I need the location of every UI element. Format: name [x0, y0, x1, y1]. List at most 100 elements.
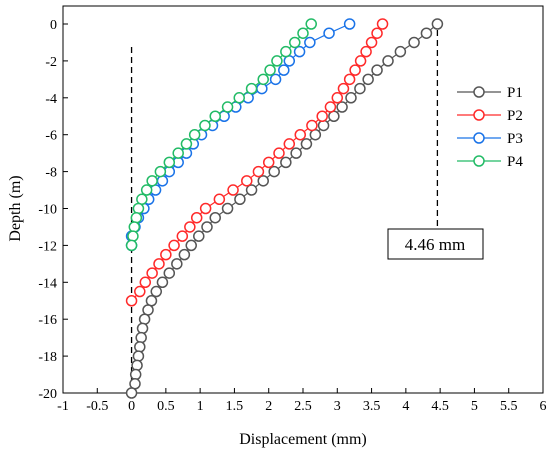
data-point: [245, 184, 258, 196]
data-point: [354, 55, 367, 67]
data-point: [336, 101, 348, 113]
legend-item-p2: P2: [457, 108, 523, 124]
data-point: [127, 230, 139, 242]
y-tick-label: -8: [45, 166, 57, 181]
data-point: [431, 18, 444, 30]
legend-marker: [473, 132, 485, 144]
data-point: [131, 359, 143, 372]
legend-marker: [473, 109, 485, 121]
data-point: [365, 36, 378, 49]
data-point: [153, 258, 165, 270]
data-point: [271, 55, 283, 67]
x-tick-label: 0: [128, 399, 135, 414]
legend-marker: [473, 86, 485, 98]
data-point: [294, 128, 307, 141]
data-point: [408, 36, 420, 49]
data-point: [188, 128, 201, 141]
data-point: [227, 184, 239, 196]
data-point: [297, 27, 309, 39]
data-point: [209, 110, 221, 122]
data-point: [172, 147, 184, 159]
data-point: [331, 92, 344, 104]
x-tick-label: 4.5: [431, 399, 449, 414]
data-point: [125, 387, 138, 399]
data-point: [371, 64, 383, 76]
data-point: [171, 258, 183, 270]
x-tick-label: -1: [57, 399, 69, 414]
x-tick-label: 5.5: [500, 399, 518, 414]
data-point: [371, 27, 383, 39]
data-point: [213, 193, 226, 206]
legend-marker: [473, 155, 485, 167]
axes: -1 -0.5 0 0.5 1 1.5 2 2.5 3 3.5 4 4.5 5 5.5 6 0 -2 -4 -6 -8…: [7, 5, 547, 448]
legend-item-p3: P3: [457, 131, 523, 147]
data-point: [262, 156, 275, 169]
data-point: [190, 211, 203, 224]
data-point: [283, 138, 296, 150]
data-point: [233, 92, 245, 104]
data-point: [178, 248, 191, 261]
y-tick-label: -20: [38, 387, 57, 402]
data-point: [160, 248, 172, 261]
series-line: [131, 23, 312, 246]
x-tick-label: -0.5: [86, 399, 108, 414]
data-point: [290, 147, 302, 159]
data-point: [139, 276, 152, 289]
data-point: [132, 350, 145, 362]
data-point: [289, 36, 301, 49]
data-point: [306, 119, 318, 132]
y-tick-label: 0: [50, 18, 57, 33]
data-point: [168, 239, 180, 252]
data-point: [345, 92, 357, 104]
series-p4: [125, 18, 317, 252]
x-tick-label: 4: [402, 399, 409, 414]
data-point: [135, 331, 147, 344]
data-point: [176, 230, 189, 242]
legend-label: P1: [507, 85, 523, 101]
data-point: [257, 175, 269, 187]
data-point: [293, 45, 306, 58]
data-point: [252, 165, 265, 178]
data-point: [209, 211, 221, 224]
series-p2: [125, 18, 389, 307]
data-point: [349, 64, 361, 76]
data-point: [362, 73, 374, 86]
data-point: [138, 313, 151, 325]
data-point: [234, 193, 246, 206]
series-p1: [125, 18, 444, 399]
data-point: [132, 202, 145, 215]
data-point: [156, 276, 169, 289]
legend-label: P2: [507, 108, 523, 124]
data-point: [241, 175, 253, 187]
data-point: [300, 138, 313, 150]
data-point: [130, 211, 143, 224]
data-point: [273, 147, 285, 159]
data-point: [199, 119, 211, 132]
x-tick-label: 3: [334, 399, 341, 414]
x-tick-label: 2.5: [294, 399, 312, 414]
data-point: [156, 175, 169, 187]
data-point: [184, 221, 196, 233]
series-layer: [125, 18, 444, 399]
x-tick-label: 0.5: [157, 399, 175, 414]
data-point: [280, 156, 292, 169]
annotation-box: [387, 228, 484, 260]
data-point: [420, 27, 433, 39]
legend-item-p1: P1: [457, 85, 523, 101]
data-point: [324, 101, 337, 113]
data-point: [154, 165, 167, 178]
x-tick-label: 2: [265, 399, 272, 414]
data-point: [317, 119, 330, 132]
x-tick-label: 6: [540, 399, 547, 414]
data-point: [134, 285, 146, 298]
x-tick-label: 3.5: [363, 399, 381, 414]
x-axis-label: Displacement (mm): [239, 431, 367, 448]
data-point: [343, 18, 356, 30]
data-point: [146, 175, 158, 187]
data-point: [337, 82, 350, 95]
data-point: [221, 101, 234, 113]
annotation-label: 4.46 mm: [405, 235, 465, 254]
annotation: 4.46 mm: [387, 30, 484, 260]
y-tick-label: -18: [38, 350, 57, 365]
